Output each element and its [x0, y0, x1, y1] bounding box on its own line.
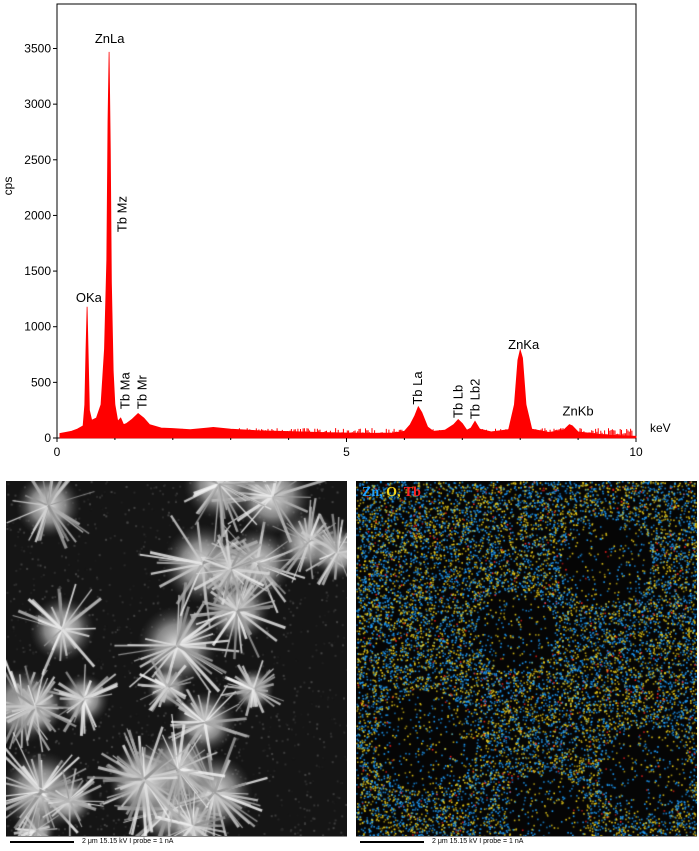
map-scalebar: 2 μm 15.15 kV I probe = 1 nA: [356, 836, 697, 851]
eds-map-canvas: [356, 481, 697, 837]
sem-image-canvas: [6, 481, 347, 837]
legend-zn: Zn,: [362, 485, 383, 500]
x-tick-label-10: 10: [629, 445, 643, 459]
scalebar-line: [10, 841, 74, 843]
eds-spectrum-chart: 0 500 1000 1500 2000 2500 3000 3500 0 5 10 keV cps Zn…: [1, 3, 671, 459]
y-tick-label-1500: 1500: [24, 264, 51, 278]
peak-label-5: Tb La: [410, 371, 425, 405]
peak-label-8: ZnKa: [508, 337, 540, 352]
peak-label-3: Tb Ma: [117, 372, 132, 410]
peak-label-1: Tb Mz: [115, 196, 130, 232]
sem-micrograph: 2 μm 15.15 kV I probe = 1 nA: [6, 481, 347, 851]
map-scalebar-text: 2 μm 15.15 kV I probe = 1 nA: [432, 838, 524, 845]
legend-o: O,: [382, 485, 401, 500]
scalebar-line: [360, 841, 424, 843]
map-legend: Zn, O, Tb: [362, 485, 421, 501]
y-tick-label-1000: 1000: [24, 320, 51, 334]
peak-label-4: Tb Mr: [135, 374, 150, 409]
peak-label-7: Tb Lb2: [468, 379, 483, 419]
eds-elemental-map: Zn, O, Tb 2 μm 15.15 kV I probe = 1 nA: [356, 481, 697, 851]
x-tick-label-0: 0: [54, 445, 61, 459]
sem-scalebar: 2 μm 15.15 kV I probe = 1 nA: [6, 836, 347, 851]
y-tick-label-0: 0: [44, 431, 51, 445]
spectrum-noise-0: [85, 428, 633, 438]
legend-tb: Tb: [400, 485, 421, 500]
eds-spectrum-svg: 0 500 1000 1500 2000 2500 3000 3500 0 5 10 keV cps Zn…: [1, 3, 671, 459]
peak-label-6: Tb Lb: [450, 385, 465, 418]
sem-scalebar-text: 2 μm 15.15 kV I probe = 1 nA: [82, 838, 174, 845]
peak-label-0: ZnLa: [95, 31, 125, 46]
y-axis-label: cps: [1, 177, 15, 196]
peak-label-9: ZnKb: [563, 404, 594, 419]
plot-frame: [56, 3, 637, 439]
y-tick-label-500: 500: [31, 375, 51, 389]
x-tick-label-5: 5: [343, 445, 350, 459]
peak-label-2: OKa: [76, 290, 103, 305]
spectrum-series-0: [59, 51, 637, 439]
y-tick-label-3000: 3000: [24, 97, 51, 111]
y-tick-label-3500: 3500: [24, 42, 51, 56]
y-tick-label-2500: 2500: [24, 153, 51, 167]
x-axis-label: keV: [650, 421, 671, 435]
y-tick-label-2000: 2000: [24, 208, 51, 222]
